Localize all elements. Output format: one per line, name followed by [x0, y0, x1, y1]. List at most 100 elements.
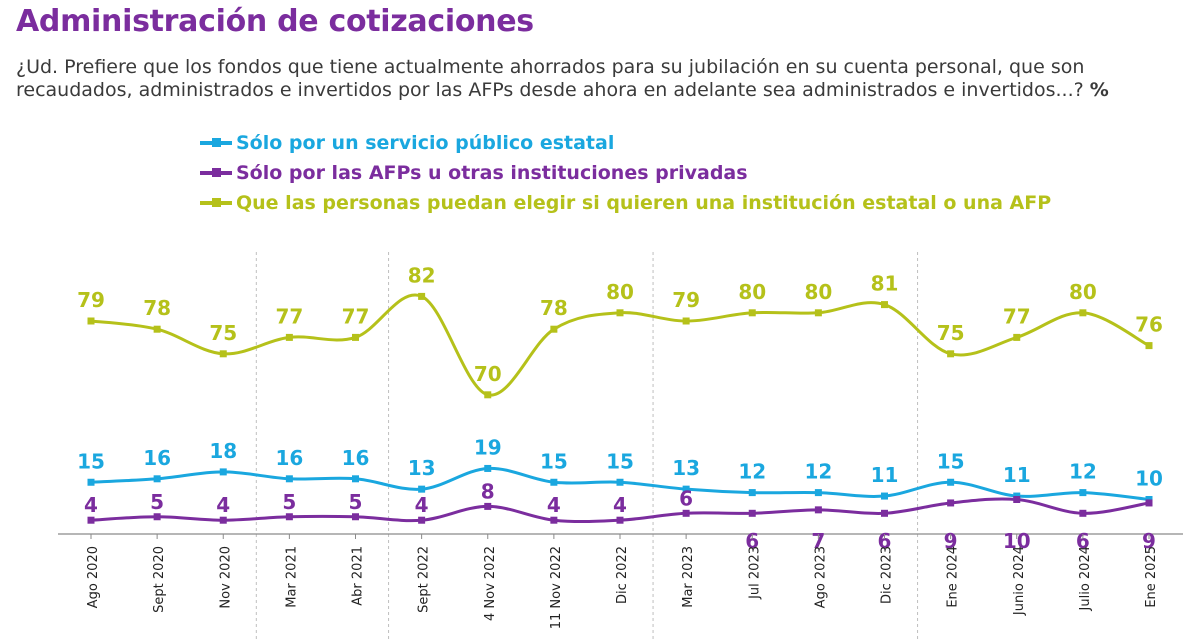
data-point-choice [352, 333, 359, 341]
data-label-public: 18 [209, 439, 237, 463]
data-label-public: 11 [1003, 463, 1031, 487]
data-label-choice: 80 [738, 280, 766, 304]
data-label-public: 16 [143, 446, 171, 470]
data-point-public [153, 475, 161, 483]
data-point-private [881, 509, 888, 517]
data-label-choice: 79 [77, 288, 105, 312]
legend-item-choice: Que las personas puedan elegir si quiere… [200, 188, 1051, 218]
data-point-public [484, 464, 492, 472]
data-label-public: 15 [540, 449, 568, 473]
x-tick-label: Abr 2021 [351, 546, 366, 606]
data-point-choice [550, 325, 558, 333]
data-label-public: 15 [77, 449, 105, 473]
question-text: ¿Ud. Prefiere que los fondos que tiene a… [16, 56, 1085, 101]
x-tick-label: Ene 2025 [1144, 546, 1159, 608]
x-tick-label: Julio 2024 [1078, 546, 1093, 611]
data-label-private: 7 [811, 529, 825, 553]
data-label-choice: 78 [143, 296, 171, 320]
data-point-public [881, 492, 888, 500]
data-label-private: 8 [481, 479, 495, 503]
legend-label-public: Sólo por un servicio público estatal [236, 132, 615, 154]
series-points [87, 292, 1153, 524]
data-point-public [1079, 489, 1087, 497]
data-point-public [947, 478, 955, 486]
data-label-public: 12 [738, 460, 766, 484]
data-label-choice: 76 [1135, 313, 1163, 337]
data-label-public: 10 [1135, 467, 1163, 491]
data-point-choice [1145, 342, 1153, 350]
x-tick-label: 4 Nov 2022 [483, 546, 498, 621]
data-label-private: 6 [1076, 529, 1090, 553]
data-label-private: 4 [84, 493, 98, 517]
x-tick-label: Dic 2022 [615, 546, 630, 604]
unit-label: % [1089, 79, 1109, 101]
data-point-private [1145, 499, 1153, 507]
x-tick-label: Dic 2023 [880, 546, 895, 604]
data-point-choice [616, 309, 624, 317]
data-point-choice [748, 309, 756, 317]
data-point-private [682, 509, 690, 517]
series-lines [90, 293, 1150, 524]
data-point-public [219, 468, 227, 476]
data-label-choice: 77 [342, 304, 370, 328]
data-label-public: 15 [937, 449, 965, 473]
data-label-private: 4 [547, 493, 561, 517]
data-label-choice: 77 [1003, 304, 1031, 328]
data-point-choice [153, 325, 161, 333]
group-dividers [255, 252, 919, 640]
data-point-public [352, 475, 359, 483]
data-point-choice [418, 292, 426, 300]
data-label-choice: 78 [540, 296, 568, 320]
data-label-private: 6 [679, 486, 693, 510]
data-point-private [219, 516, 227, 524]
data-label-private: 4 [415, 493, 429, 517]
data-label-private: 6 [878, 529, 892, 553]
chart-legend: Sólo por un servicio público estatal Sól… [200, 128, 1051, 218]
legend-item-public: Sólo por un servicio público estatal [200, 128, 1051, 158]
data-point-private [616, 516, 624, 524]
page-title: Administración de cotizaciones [16, 4, 534, 39]
data-label-choice: 77 [275, 304, 303, 328]
x-tick-label: Sept 2022 [417, 546, 432, 613]
data-label-private: 10 [1003, 529, 1031, 553]
data-label-private: 9 [944, 529, 958, 553]
data-point-public [682, 485, 690, 493]
data-label-choice: 79 [672, 288, 700, 312]
x-tick-label: Sept 2020 [152, 546, 167, 613]
legend-swatch-private [200, 168, 232, 177]
data-point-choice [881, 301, 888, 309]
x-tick-label: Mar 2023 [681, 546, 696, 608]
data-point-choice [219, 350, 227, 358]
data-point-public [87, 478, 95, 486]
x-tick-label: Junio 2024 [1012, 546, 1027, 616]
data-point-public [418, 485, 426, 493]
data-point-choice [87, 317, 95, 325]
data-label-choice: 82 [408, 263, 436, 287]
x-tick-label: Nov 2020 [218, 546, 233, 609]
data-label-public: 15 [606, 449, 634, 473]
data-point-public [748, 489, 756, 497]
data-point-public [814, 489, 822, 497]
data-label-private: 5 [282, 490, 296, 514]
data-point-choice [484, 391, 492, 399]
x-tick-label: Ago 2020 [86, 546, 101, 608]
data-point-private [550, 516, 558, 524]
survey-question: ¿Ud. Prefiere que los fondos que tiene a… [16, 56, 1186, 102]
data-point-private [87, 516, 95, 524]
data-label-public: 12 [804, 460, 832, 484]
data-point-private [153, 513, 161, 521]
data-label-public: 11 [871, 463, 899, 487]
x-tick-label: Mar 2021 [284, 546, 299, 608]
data-label-public: 19 [474, 435, 502, 459]
data-label-public: 13 [672, 456, 700, 480]
x-tick-label: 11 Nov 2022 [549, 546, 564, 629]
data-label-choice: 80 [606, 280, 634, 304]
data-point-private [1013, 496, 1021, 503]
series-line-choice [90, 293, 1150, 397]
data-label-choice: 81 [871, 272, 899, 296]
legend-item-private: Sólo por las AFPs u otras instituciones … [200, 158, 1051, 188]
data-point-choice [285, 333, 293, 341]
data-label-choice: 80 [1069, 280, 1097, 304]
data-point-public [550, 478, 558, 486]
